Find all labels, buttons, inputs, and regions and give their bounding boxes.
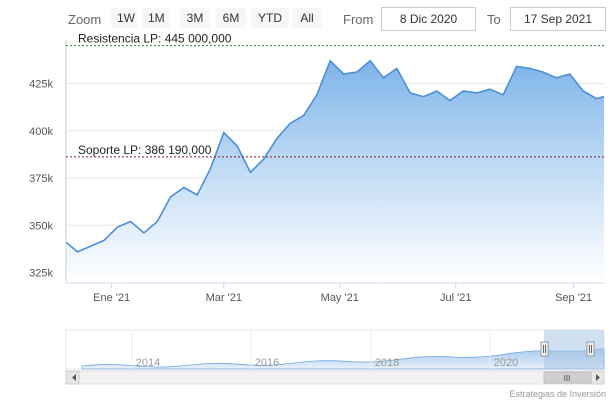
series-area-fill [66,60,604,282]
y-tick-label: 350k [29,220,53,232]
data-point [436,90,438,92]
data-point [516,66,518,68]
data-point [289,122,291,124]
data-point [569,73,571,75]
zoom-1m-button[interactable]: 1M [142,8,170,28]
data-point [603,96,605,98]
data-point [369,60,371,62]
data-point [529,67,531,69]
navigator-year-label: 2016 [255,357,279,369]
data-point [595,98,597,100]
series-area [65,40,605,282]
zoom-ytd-button[interactable]: YTD [251,8,289,28]
scrollbar-grip-label: III [564,374,571,383]
data-point [329,60,331,62]
to-label: To [487,12,501,27]
y-tick-label: 325k [29,268,53,280]
data-point [156,221,158,223]
y-tick-label: 375k [29,173,53,185]
data-point [183,187,185,189]
data-point [249,171,251,173]
x-tick-label: Sep '21 [555,292,592,304]
y-tick-label: 425k [29,78,53,90]
x-tick-label: Mar '21 [206,292,242,304]
navigator-year-label: 2020 [494,357,518,369]
navigator-year-label: 2018 [375,357,399,369]
data-point [170,196,172,198]
zoom-label: Zoom [68,12,102,27]
data-point [90,245,92,247]
zoom-3m-button[interactable]: 3M [180,8,210,28]
x-axis: Ene '21 Mar '21 May '21 Jul '21 Sep '21 [66,282,604,304]
scrollbar-track [65,370,605,385]
data-point [76,251,78,253]
data-point [383,77,385,79]
data-point [210,168,212,170]
reference-line-label: Soporte LP: 386 190,000 [78,143,212,157]
data-point [103,239,105,241]
data-point [303,115,305,117]
zoom-6m-button[interactable]: 6M [216,8,246,28]
arrow-right-icon [596,374,600,381]
data-point [143,232,145,234]
data-point [396,67,398,69]
y-axis: 325k 350k 375k 400k 425k [29,78,53,279]
reference-lines: Resistencia LP: 445 000,000 Soporte LP: 3… [66,32,604,158]
data-point [130,221,132,223]
navigator-handle[interactable] [540,341,549,357]
data-point [223,132,225,134]
data-point [582,90,584,92]
from-date-input[interactable]: 8 Dic 2020 [381,7,476,31]
navigator-handle[interactable] [586,341,595,357]
navigator-selection [544,330,604,369]
data-point [542,71,544,73]
data-point [502,94,504,96]
series-line [65,59,605,253]
data-point [356,71,358,73]
y-tick-label: 400k [29,126,53,138]
x-tick-label: Ene '21 [93,292,130,304]
reference-line-label: Resistencia LP: 445 000,000 [78,32,232,46]
x-tick-label: May '21 [321,292,359,304]
data-point [263,158,265,160]
data-point [343,73,345,75]
arrow-left-icon [72,374,76,381]
data-point [116,226,118,228]
data-point [462,90,464,92]
data-point [489,88,491,90]
zoom-all-button[interactable]: All [292,8,322,28]
credit-label: Estrategias de Inversión [509,389,606,399]
data-point [409,92,411,94]
data-point [476,92,478,94]
data-point [196,194,198,196]
data-point [556,77,558,79]
from-label: From [343,12,374,27]
navigator[interactable]: 2014 2016 2018 2020 III [65,329,605,385]
x-tick-label: Jul '21 [440,292,471,304]
data-point [276,137,278,139]
navigator-series [81,348,605,370]
navigator-year-label: 2014 [136,357,160,369]
zoom-1w-button[interactable]: 1W [111,8,137,28]
data-point [236,145,238,147]
range-selector: Zoom 1W 1M 3M 6M YTD All From 8 Dic 2020… [0,0,614,36]
data-point [449,100,451,102]
data-point [422,96,424,98]
scrollbar-thumb[interactable] [543,371,592,384]
to-date-input[interactable]: 17 Sep 2021 [510,7,606,31]
data-point [316,94,318,96]
